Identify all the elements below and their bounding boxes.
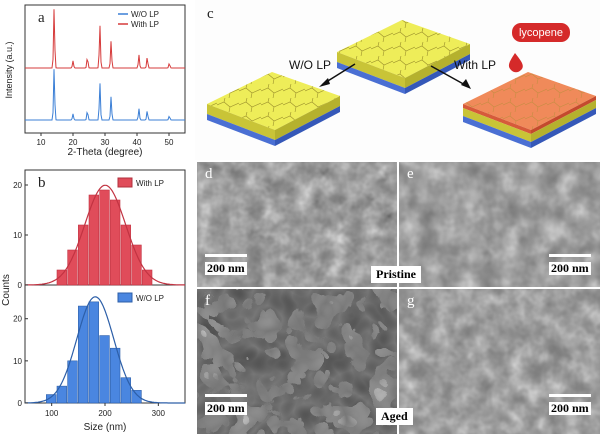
xrd-xtick-label: 30: [101, 138, 110, 147]
histogram-bar: [88, 194, 99, 286]
hist-legend-top: With LP: [117, 177, 164, 188]
xrd-legend: W/O LP With LP: [118, 10, 159, 29]
gaussian-fit-line: [25, 296, 185, 404]
hist-xtick-label: 300: [152, 409, 166, 418]
film-with-lp: [463, 72, 596, 148]
histogram-bar: [67, 249, 78, 286]
scale-label-f: 200 nm: [205, 401, 247, 415]
sem-image-g: g 200 nm: [399, 289, 600, 434]
xrd-xtick-label: 10: [37, 138, 46, 147]
hist-xtick-label: 200: [98, 409, 112, 418]
schematic-diagram: c W/O LP With LP lycopene: [195, 0, 600, 160]
scalebar-e: [549, 254, 591, 257]
hist-ytick-label: 20: [13, 315, 22, 324]
hist-ylabel: Counts: [1, 274, 12, 306]
scale-label-g: 200 nm: [549, 401, 591, 415]
xrd-xlabel: 2-Theta (degree): [67, 147, 142, 158]
histogram-bar: [120, 377, 131, 404]
xrd-xtick-label: 20: [69, 138, 78, 147]
lycopene-label: lycopene: [519, 27, 563, 39]
xrd-series-line: [25, 9, 185, 69]
hist-legend-bottom: W/O LP: [117, 292, 164, 303]
legend-wo-lp-hist: W/O LP: [136, 294, 164, 303]
label-aged: Aged: [376, 408, 413, 425]
scalebar-g: [549, 394, 591, 397]
lycopene-bubble: lycopene: [512, 23, 570, 42]
scale-label-e: 200 nm: [549, 261, 591, 275]
label-wo-lp: W/O LP: [289, 58, 331, 72]
legend-wo-lp: W/O LP: [131, 10, 159, 19]
xrd-series-line: [25, 69, 185, 121]
histogram-bar: [78, 305, 89, 404]
histogram-bar: [56, 269, 67, 286]
hist-ytick-label: 10: [13, 357, 22, 366]
arrow-right: [430, 65, 468, 87]
legend-with-lp: With LP: [131, 20, 159, 29]
hist-xtick-label: 100: [45, 409, 59, 418]
legend-with-lp-hist: With LP: [136, 179, 164, 188]
scalebar-d: [205, 254, 247, 257]
scalebar-f: [205, 394, 247, 397]
label-pristine: Pristine: [371, 266, 421, 283]
histogram-bar: [78, 224, 89, 286]
film-wo-lp: [207, 72, 340, 146]
histogram-bar: [88, 301, 99, 404]
panel-letter-c: c: [207, 6, 214, 22]
panel-letter-d: d: [205, 166, 213, 182]
panel-letter-e: e: [407, 166, 414, 182]
hist-xlabel: Size (nm): [84, 422, 127, 433]
histogram-bar: [131, 244, 142, 286]
panel-letter-a: a: [38, 10, 45, 26]
histogram-bar: [67, 360, 78, 404]
sem-image-d: d 200 nm: [197, 162, 397, 287]
histogram-bar: [56, 385, 67, 404]
histogram-bar: [110, 199, 121, 286]
scale-label-d: 200 nm: [205, 261, 247, 275]
label-with-lp: With LP: [454, 58, 496, 72]
hist-ytick-label: 10: [13, 231, 22, 240]
xrd-ylabel: Intensity (a.u.): [4, 41, 14, 98]
histogram-bar: [46, 394, 57, 404]
lycopene-drop-icon: [508, 53, 523, 73]
sem-image-e: e 200 nm: [399, 162, 600, 287]
histogram-bar: [99, 189, 110, 286]
sem-image-f: f 200 nm: [197, 289, 397, 434]
hist-ytick-label: 20: [13, 181, 22, 190]
film-top: [337, 20, 470, 94]
histogram-bar: [99, 335, 110, 404]
panel-letter-g: g: [407, 293, 415, 309]
gaussian-fit-line: [24, 184, 186, 286]
hist-ytick-label: 0: [18, 281, 23, 290]
xrd-xtick-label: 50: [165, 138, 174, 147]
panel-letter-b: b: [38, 175, 46, 191]
panel-letter-f: f: [205, 293, 210, 309]
xrd-chart: a 10 20 30 40 50 2-Theta (degree) Intensity …: [4, 4, 186, 158]
histogram-bar: [131, 390, 142, 404]
hist-ytick-label: 0: [18, 399, 23, 408]
histogram-bar: [110, 347, 121, 404]
xrd-xtick-label: 40: [133, 138, 142, 147]
xrd-plot-frame: [24, 4, 186, 134]
